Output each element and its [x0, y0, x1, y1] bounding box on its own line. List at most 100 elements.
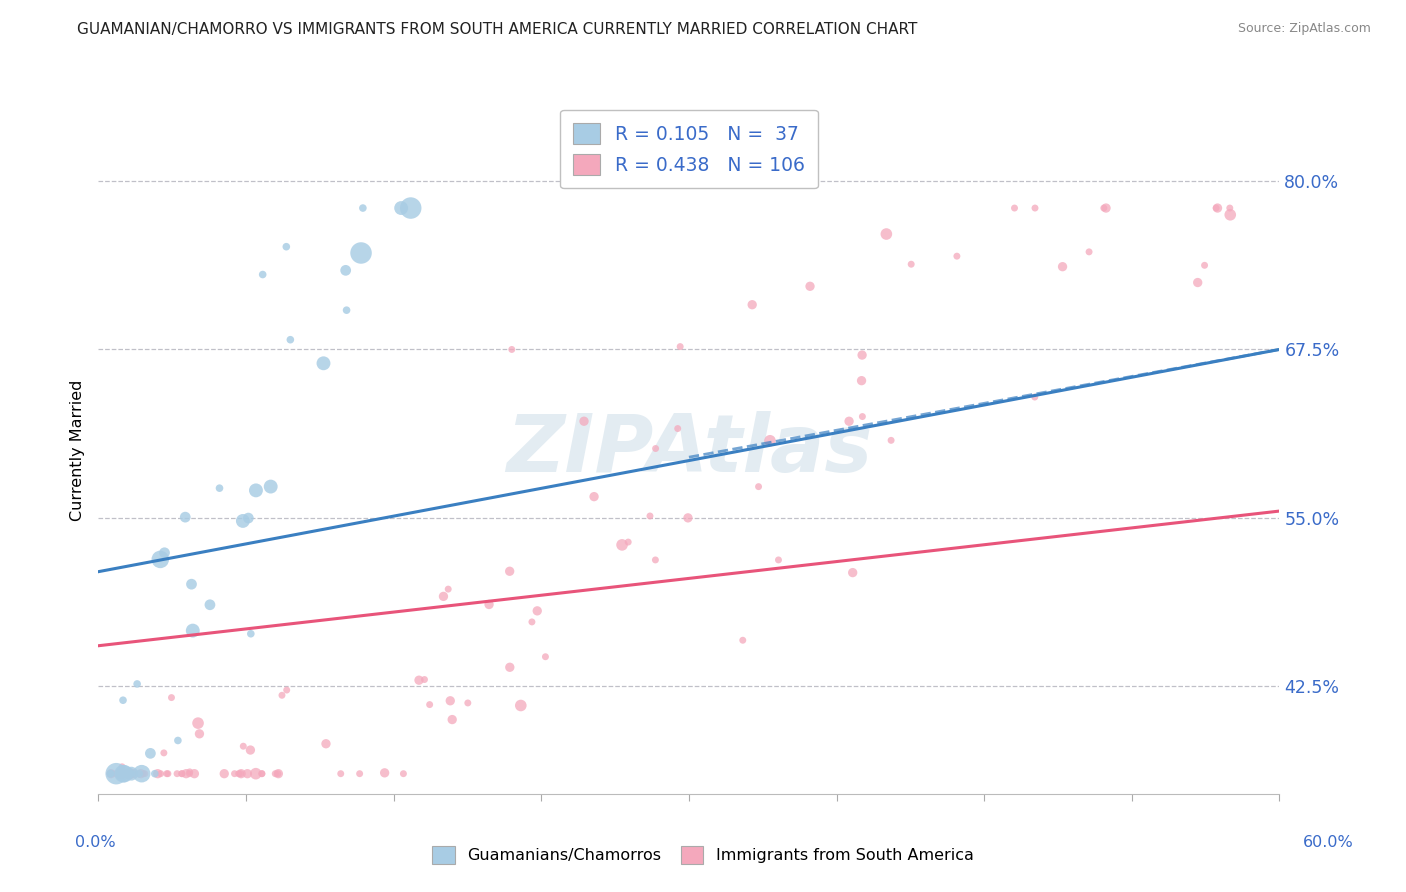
Point [1194, 258, 1216, 272]
Point [153, 746, 176, 760]
Point [198, 598, 221, 612]
Point [131, 766, 153, 780]
Point [129, 766, 152, 780]
Point [880, 434, 903, 448]
Point [174, 510, 197, 524]
Point [115, 766, 138, 780]
Point [179, 764, 201, 779]
Point [112, 766, 135, 780]
Point [352, 201, 374, 215]
Point [875, 227, 897, 241]
Point [115, 766, 138, 780]
Point [335, 303, 357, 318]
Point [232, 739, 254, 754]
Point [946, 249, 969, 263]
Point [111, 693, 134, 707]
Point [100, 766, 122, 780]
Point [499, 660, 522, 674]
Point [1004, 201, 1026, 215]
Point [312, 356, 335, 370]
Text: 0.0%: 0.0% [76, 836, 115, 850]
Point [1092, 201, 1115, 215]
Point [389, 201, 412, 215]
Point [1024, 390, 1046, 404]
Point [224, 766, 246, 780]
Point [478, 598, 501, 612]
Point [108, 766, 131, 780]
Point [118, 766, 141, 780]
Point [851, 348, 873, 362]
Point [245, 483, 267, 498]
Point [180, 577, 202, 591]
Point [181, 624, 204, 638]
Point [799, 279, 821, 293]
Point [349, 766, 371, 780]
Point [276, 683, 298, 698]
Point [149, 552, 172, 566]
Point [187, 716, 209, 731]
Point [264, 766, 287, 780]
Point [1206, 201, 1229, 215]
Point [229, 766, 252, 780]
Point [638, 508, 661, 523]
Point [236, 766, 259, 780]
Point [617, 535, 640, 549]
Point [252, 268, 274, 282]
Point [669, 340, 692, 354]
Point [851, 409, 873, 424]
Point [153, 546, 176, 560]
Point [160, 690, 183, 705]
Point [156, 766, 179, 780]
Point [267, 766, 290, 780]
Point [183, 766, 205, 780]
Point [759, 434, 782, 448]
Point [122, 766, 145, 780]
Point [392, 766, 415, 780]
Point [146, 766, 169, 780]
Point [238, 511, 260, 525]
Point [128, 766, 150, 780]
Point [208, 481, 231, 495]
Point [120, 766, 142, 780]
Point [118, 766, 141, 780]
Point [731, 633, 754, 648]
Point [1078, 244, 1101, 259]
Point [315, 737, 337, 751]
Point [413, 673, 436, 687]
Point [509, 698, 531, 713]
Point [228, 766, 250, 780]
Point [374, 765, 396, 780]
Point [250, 766, 273, 780]
Point [110, 766, 132, 780]
Point [134, 766, 156, 780]
Point [212, 766, 235, 780]
Point [900, 257, 922, 271]
Point [100, 766, 122, 780]
Legend: R = 0.105   N =  37, R = 0.438   N = 106: R = 0.105 N = 37, R = 0.438 N = 106 [560, 110, 818, 188]
Point [111, 766, 134, 780]
Point [170, 766, 193, 780]
Point [276, 240, 298, 254]
Point [335, 263, 357, 277]
Text: ZIPAtlas: ZIPAtlas [506, 411, 872, 490]
Point [520, 615, 543, 629]
Point [439, 694, 461, 708]
Point [280, 333, 302, 347]
Point [399, 201, 422, 215]
Point [139, 747, 162, 761]
Text: 60.0%: 60.0% [1303, 836, 1354, 850]
Point [1095, 201, 1118, 215]
Point [748, 480, 770, 494]
Point [501, 343, 523, 357]
Point [149, 766, 172, 780]
Point [644, 553, 666, 567]
Point [188, 727, 211, 741]
Point [110, 766, 132, 780]
Point [105, 766, 128, 780]
Point [1205, 201, 1227, 215]
Point [267, 766, 290, 780]
Point [1219, 201, 1241, 215]
Point [768, 553, 790, 567]
Point [583, 490, 606, 504]
Point [610, 538, 633, 552]
